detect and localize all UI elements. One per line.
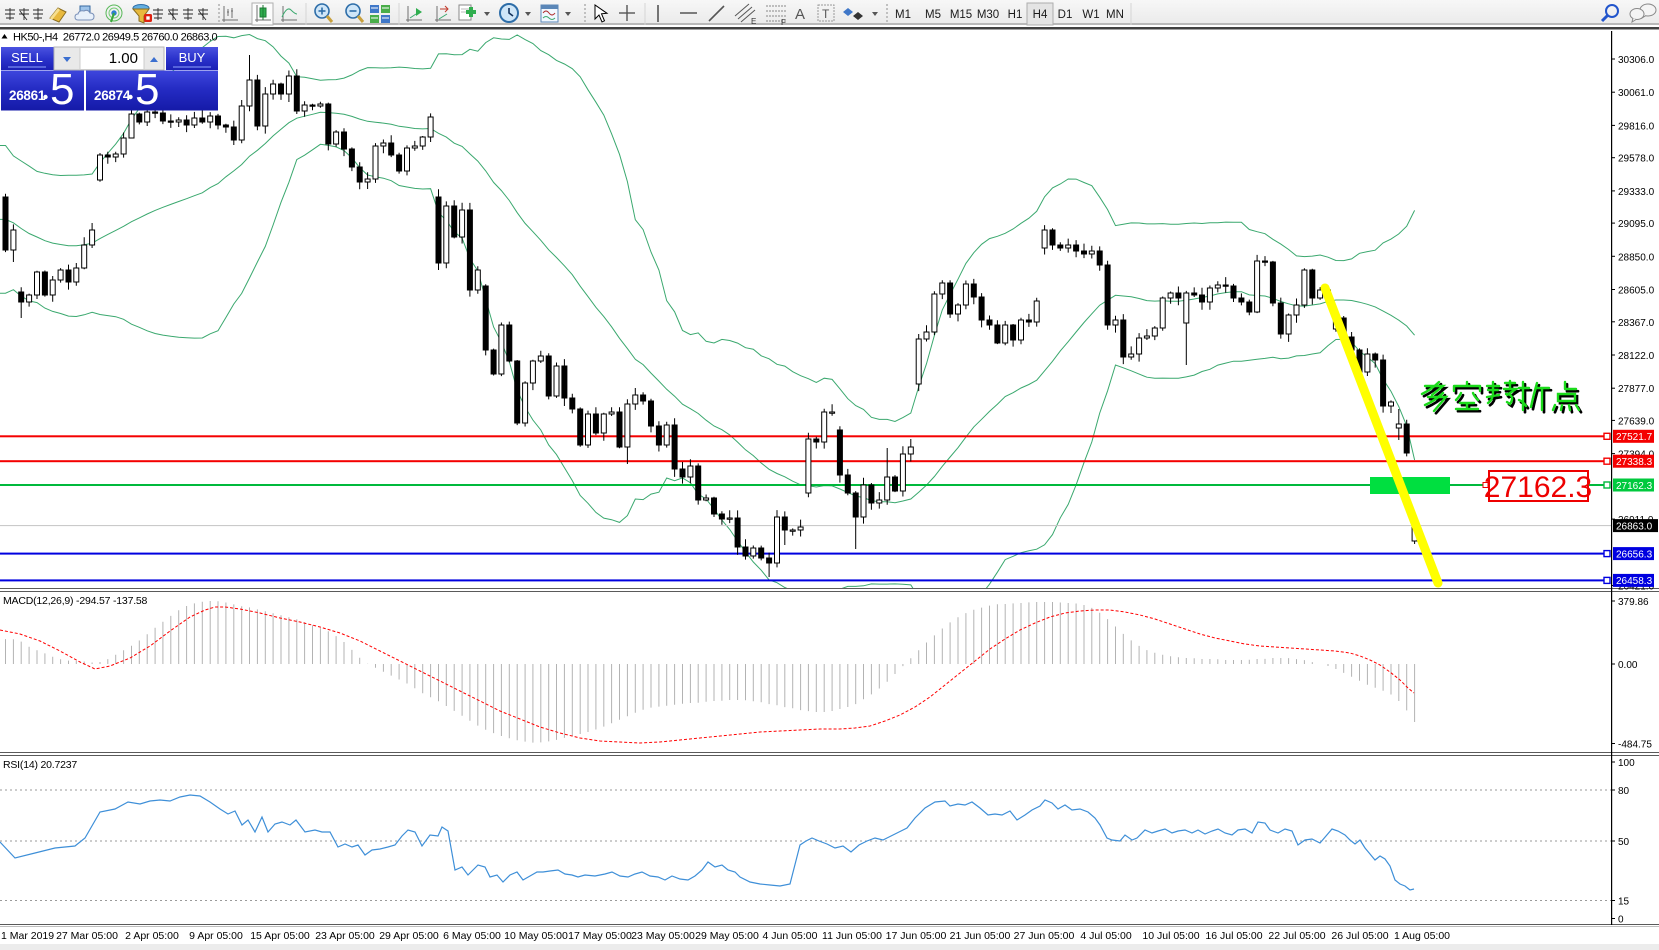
svg-text:27521.7: 27521.7 (1616, 432, 1653, 443)
svg-text:28605.0: 28605.0 (1618, 286, 1655, 297)
svg-text:D1: D1 (1058, 9, 1073, 21)
svg-text:SELL: SELL (11, 50, 43, 65)
svg-text:16 Jul 05:00: 16 Jul 05:00 (1205, 930, 1262, 942)
svg-text:4 Jun 05:00: 4 Jun 05:00 (763, 930, 818, 942)
svg-text:2 Apr 05:00: 2 Apr 05:00 (125, 930, 179, 942)
svg-text:F: F (781, 18, 786, 27)
svg-text:5: 5 (135, 65, 159, 114)
svg-text:1 Mar 2019: 1 Mar 2019 (1, 930, 54, 942)
svg-text:6 May 05:00: 6 May 05:00 (443, 930, 501, 942)
svg-text:4 Jul 05:00: 4 Jul 05:00 (1080, 930, 1132, 942)
svg-text:26656.3: 26656.3 (1616, 549, 1653, 560)
svg-text:29578.0: 29578.0 (1618, 154, 1655, 165)
svg-text:1.00: 1.00 (109, 50, 138, 67)
svg-text:28850.0: 28850.0 (1618, 252, 1655, 263)
svg-text:1 Aug 05:00: 1 Aug 05:00 (1394, 930, 1450, 942)
svg-text:11 Jun 05:00: 11 Jun 05:00 (822, 930, 882, 942)
svg-text:MN: MN (1106, 9, 1124, 21)
svg-text:30061.0: 30061.0 (1618, 88, 1655, 99)
svg-text:28122.0: 28122.0 (1618, 351, 1655, 362)
svg-text:10 May 05:00: 10 May 05:00 (504, 930, 568, 942)
svg-text:BUY: BUY (179, 50, 206, 65)
svg-text:17 May 05:00: 17 May 05:00 (568, 930, 632, 942)
svg-text:21 Jun 05:00: 21 Jun 05:00 (950, 930, 1011, 942)
svg-text:379.86: 379.86 (1618, 597, 1649, 608)
svg-text:HK50-,H4 26772.0 26949.5 2676: HK50-,H4 26772.0 26949.5 26760.0 26863.0 (13, 32, 218, 44)
svg-text:W1: W1 (1082, 9, 1099, 21)
svg-text:80: 80 (1618, 786, 1630, 797)
svg-text:0.00: 0.00 (1618, 660, 1638, 671)
svg-text:27 Mar 05:00: 27 Mar 05:00 (56, 930, 118, 942)
svg-text:27162.3: 27162.3 (1484, 471, 1592, 504)
svg-text:50: 50 (1618, 837, 1630, 848)
svg-text:A: A (795, 6, 805, 23)
svg-text:23 May 05:00: 23 May 05:00 (631, 930, 695, 942)
svg-text:27877.0: 27877.0 (1618, 384, 1655, 395)
svg-text:29816.0: 29816.0 (1618, 121, 1655, 132)
svg-text:23 Apr 05:00: 23 Apr 05:00 (315, 930, 375, 942)
svg-text:10 Jul 05:00: 10 Jul 05:00 (1142, 930, 1199, 942)
svg-text:29 Apr 05:00: 29 Apr 05:00 (379, 930, 439, 942)
svg-text:30306.0: 30306.0 (1618, 55, 1655, 66)
svg-text:H1: H1 (1008, 9, 1023, 21)
svg-text:22 Jul 05:00: 22 Jul 05:00 (1268, 930, 1325, 942)
svg-text:27162.3: 27162.3 (1616, 481, 1653, 492)
svg-text:T: T (822, 7, 830, 21)
svg-text:17 Jun 05:00: 17 Jun 05:00 (886, 930, 947, 942)
svg-text:100: 100 (1618, 758, 1635, 769)
svg-text:26421.0: 26421.0 (1618, 582, 1655, 593)
svg-text:M15: M15 (950, 9, 972, 21)
svg-text:M30: M30 (977, 9, 999, 21)
svg-text:26861: 26861 (9, 88, 46, 103)
svg-text:27338.3: 27338.3 (1616, 457, 1653, 468)
svg-text:26 Jul 05:00: 26 Jul 05:00 (1331, 930, 1388, 942)
svg-text:15 Apr 05:00: 15 Apr 05:00 (250, 930, 310, 942)
svg-text:29 May 05:00: 29 May 05:00 (695, 930, 759, 942)
svg-text:27639.0: 27639.0 (1618, 416, 1655, 427)
svg-text:9 Apr 05:00: 9 Apr 05:00 (189, 930, 243, 942)
svg-text:28367.0: 28367.0 (1618, 318, 1655, 329)
svg-text:29095.0: 29095.0 (1618, 219, 1655, 230)
svg-text:29333.0: 29333.0 (1618, 187, 1655, 198)
svg-text:27 Jun 05:00: 27 Jun 05:00 (1014, 930, 1075, 942)
svg-text:5: 5 (50, 65, 74, 114)
svg-text:26458.3: 26458.3 (1616, 576, 1653, 587)
svg-text:0: 0 (1618, 915, 1624, 926)
svg-text:M5: M5 (925, 9, 941, 21)
svg-text:15: 15 (1618, 897, 1630, 908)
svg-text:26863.0: 26863.0 (1616, 521, 1653, 532)
svg-text:-484.75: -484.75 (1618, 740, 1652, 751)
svg-text:26874: 26874 (94, 88, 131, 103)
svg-text:MACD(12,26,9) -294.57 -137.58: MACD(12,26,9) -294.57 -137.58 (3, 595, 148, 607)
svg-text:E: E (751, 17, 756, 26)
svg-text:M1: M1 (895, 9, 911, 21)
svg-text:RSI(14) 20.7237: RSI(14) 20.7237 (3, 759, 77, 771)
svg-text:H4: H4 (1033, 9, 1048, 21)
